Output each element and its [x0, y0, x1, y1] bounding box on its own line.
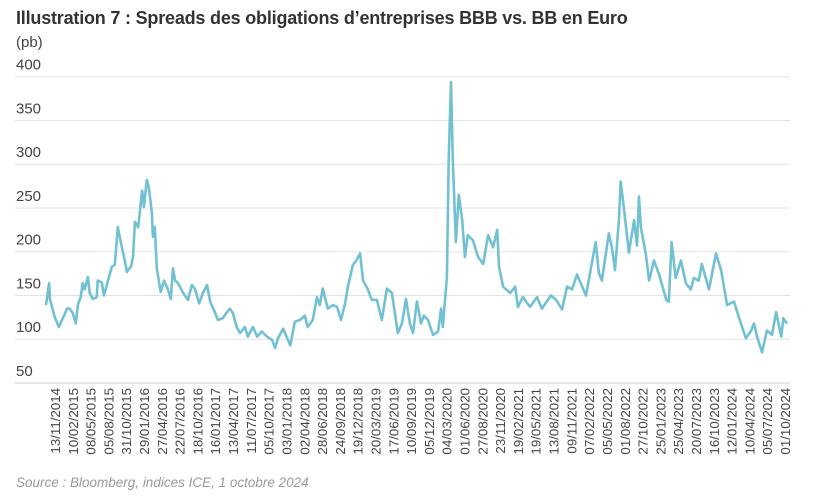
x-tick-label: 13/04/2017: [226, 388, 241, 455]
y-tick-label: 200: [16, 232, 41, 249]
x-tick-label: 29/01/2016: [137, 388, 152, 455]
x-tick-label: 10/09/2019: [404, 388, 419, 455]
x-tick-label: 27/04/2016: [155, 388, 170, 455]
x-tick-label: 13/11/2014: [48, 388, 63, 454]
x-tick-label: 03/01/2018: [279, 388, 294, 455]
x-tick-label: 10/02/2015: [66, 388, 81, 455]
x-tick-label: 27/08/2020: [475, 388, 490, 455]
x-tick-label: 05/10/2017: [262, 388, 277, 455]
x-tick-label: 25/04/2023: [671, 388, 686, 455]
source-note: Source : Bloomberg, indices ICE, 1 octob…: [16, 475, 309, 490]
x-tick-label: 04/03/2020: [440, 388, 455, 455]
x-tick-label: 09/11/2021: [564, 388, 579, 454]
x-tick-label: 01/06/2020: [458, 388, 473, 455]
x-tick-label: 27/10/2022: [636, 388, 651, 455]
y-tick-label: 250: [16, 188, 41, 205]
y-tick-label: 350: [16, 100, 41, 117]
x-tick-label: 08/05/2015: [84, 388, 99, 455]
y-tick-label: 100: [16, 319, 41, 336]
x-tick-label: 01/08/2022: [618, 388, 633, 455]
x-tick-label: 25/01/2023: [653, 388, 668, 455]
x-tick-label: 07/02/2022: [582, 388, 597, 455]
y-tick-label: 150: [16, 275, 41, 292]
spread-line: [44, 80, 789, 354]
series-layer: [44, 80, 789, 354]
x-tick-label: 05/05/2022: [600, 388, 615, 455]
x-tick-label: 05/07/2024: [760, 388, 775, 455]
x-tick-label: 18/10/2016: [190, 388, 205, 455]
x-tick-label: 20/07/2023: [689, 388, 704, 455]
x-tick-label: 13/08/2021: [547, 388, 562, 455]
x-tick-label: 24/09/2018: [333, 388, 348, 455]
x-tick-label: 02/04/2018: [297, 388, 312, 455]
x-tick-label: 17/06/2019: [386, 388, 401, 455]
x-tick-label: 05/08/2015: [101, 388, 116, 455]
gridlines: [15, 76, 790, 384]
chart-title: Illustration 7 : Spreads des obligations…: [16, 8, 628, 28]
x-tick-label: 16/01/2017: [208, 388, 223, 455]
x-tick-label: 22/07/2016: [173, 388, 188, 455]
x-axis-ticks: 13/11/2014 10/02/2015 08/05/2015 05/08/2015…: [48, 388, 793, 455]
x-tick-label: 10/04/2024: [742, 388, 757, 455]
x-tick-label: 28/06/2018: [315, 388, 330, 455]
x-tick-label: 19/05/2021: [529, 388, 544, 455]
x-tick-label: 01/10/2024: [778, 388, 793, 455]
y-axis-unit-label: (pb): [16, 34, 43, 51]
y-axis-ticks: 400 350 300 250 200 150 100 50: [16, 57, 41, 380]
y-tick-label: 400: [16, 57, 41, 74]
x-tick-label: 19/02/2021: [511, 388, 526, 455]
x-tick-label: 12/01/2024: [725, 388, 740, 455]
x-tick-label: 23/11/2020: [493, 388, 508, 454]
x-tick-label: 31/10/2015: [119, 388, 134, 455]
x-tick-label: 16/10/2023: [707, 388, 722, 455]
y-tick-label: 50: [16, 363, 33, 380]
x-tick-label: 11/07/2017: [244, 388, 259, 454]
x-tick-label: 20/03/2019: [368, 388, 383, 455]
y-tick-label: 300: [16, 144, 41, 161]
x-tick-label: 19/12/2018: [351, 388, 366, 455]
x-tick-label: 05/12/2019: [422, 388, 437, 455]
